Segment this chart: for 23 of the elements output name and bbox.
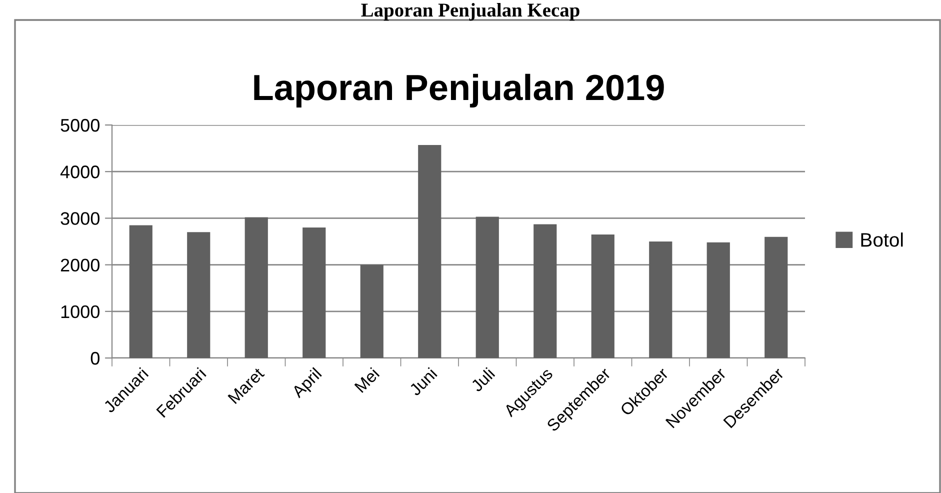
y-tick-label: 3000 xyxy=(60,212,100,225)
bar xyxy=(187,232,210,358)
bar xyxy=(649,242,672,358)
y-tick-label: 1000 xyxy=(61,305,100,318)
bar xyxy=(591,234,614,358)
y-tick-label: 5000 xyxy=(60,118,100,132)
x-tick-label: Juli xyxy=(470,367,496,392)
bar xyxy=(129,225,152,358)
bar xyxy=(244,217,268,358)
y-tick-label: 4000 xyxy=(60,166,100,178)
y-tick-label: 0 xyxy=(90,352,100,365)
text: Laporan Penjualan Kecap xyxy=(361,3,580,21)
bar xyxy=(706,242,730,358)
bar xyxy=(476,216,499,358)
chart-title: Laporan Penjualan 2019 xyxy=(254,74,664,108)
bar xyxy=(360,264,384,358)
legend-label: Botol xyxy=(861,232,903,247)
bar xyxy=(534,224,557,358)
x-tick-label: Mei xyxy=(354,367,380,394)
bar xyxy=(764,236,788,358)
y-tick-label: 2000 xyxy=(60,258,100,272)
bar xyxy=(418,145,442,358)
bar xyxy=(302,228,326,358)
